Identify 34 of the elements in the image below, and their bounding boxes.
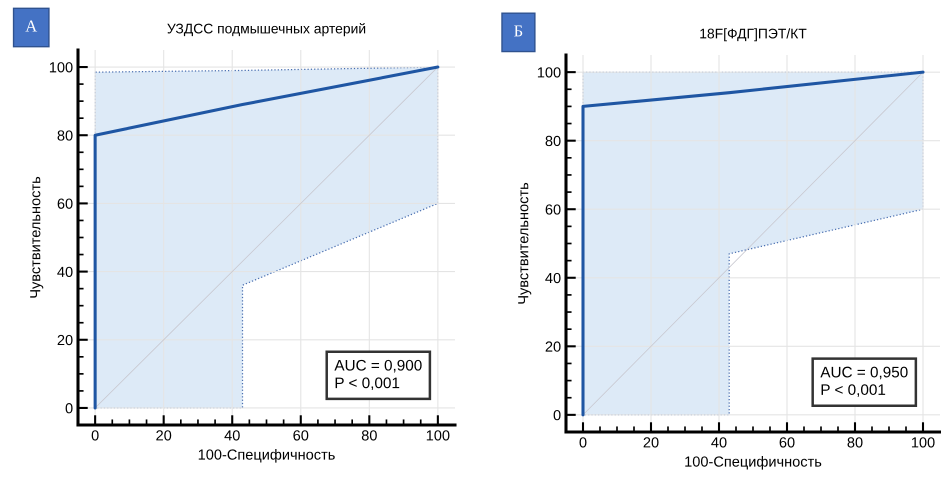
x-tick-label: 40 xyxy=(711,437,727,448)
y-tick-label: 0 xyxy=(66,403,73,414)
annotation: AUC = 0,950 P < 0,001 xyxy=(820,366,908,397)
y-tick-label: 20 xyxy=(546,341,561,352)
x-tick-label: 80 xyxy=(848,437,863,448)
x-tick-label: 20 xyxy=(644,437,659,448)
x-tick-label: 60 xyxy=(780,437,795,448)
y-axis-title: Чувствительность xyxy=(30,176,44,298)
y-tick-label: 80 xyxy=(58,130,73,141)
chart-title: 18F[ФДГ]ПЭТ/КТ xyxy=(700,28,806,42)
annotation: AUC = 0,900 P < 0,001 xyxy=(334,360,422,390)
text: Б xyxy=(514,25,522,36)
x-tick-label: 20 xyxy=(156,430,172,441)
y-tick-label: 60 xyxy=(58,198,73,209)
y-axis-title: Чувствительность xyxy=(518,182,532,304)
y-tick-label: 100 xyxy=(538,67,561,78)
x-tick-label: 0 xyxy=(92,430,99,441)
x-tick-label: 100 xyxy=(426,430,450,441)
x-tick-label: 60 xyxy=(293,430,308,441)
x-axis-title: 100-Специфичность xyxy=(198,449,335,463)
x-tick-label: 0 xyxy=(580,437,586,448)
x-tick-label: 40 xyxy=(224,430,240,441)
y-tick-label: 20 xyxy=(58,334,73,346)
chart-title: УЗДСС подмышечных артерий xyxy=(167,23,366,36)
y-tick-label: 60 xyxy=(546,204,561,215)
x-tick-label: 100 xyxy=(912,437,935,448)
y-tick-label: 80 xyxy=(546,136,561,146)
y-tick-label: 100 xyxy=(50,62,73,72)
x-axis-title: 100-Специфичность xyxy=(685,456,822,470)
y-tick-label: 40 xyxy=(545,272,561,284)
y-tick-label: 0 xyxy=(554,410,561,420)
y-tick-label: 40 xyxy=(57,266,73,278)
x-tick-label: 80 xyxy=(362,430,377,441)
text: А xyxy=(25,20,38,32)
